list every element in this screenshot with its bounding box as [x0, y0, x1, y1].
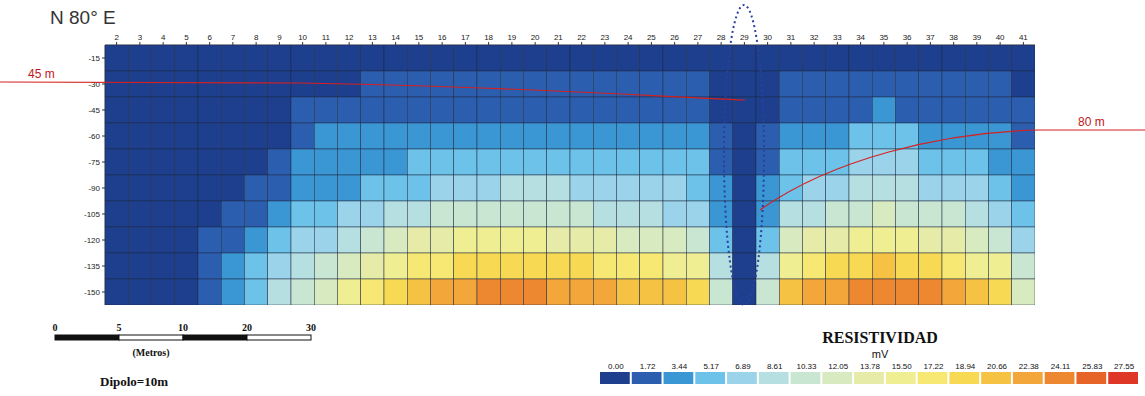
- svg-text:5: 5: [117, 322, 122, 333]
- svg-text:5.17: 5.17: [703, 362, 719, 371]
- svg-text:0: 0: [53, 322, 58, 333]
- svg-text:36: 36: [903, 33, 912, 42]
- svg-text:8: 8: [254, 33, 259, 42]
- svg-text:27: 27: [693, 33, 702, 42]
- svg-text:10: 10: [178, 322, 188, 333]
- svg-text:(Metros): (Metros): [132, 347, 169, 359]
- svg-text:35: 35: [879, 33, 888, 42]
- svg-text:-15: -15: [88, 54, 100, 63]
- svg-text:15: 15: [414, 33, 423, 42]
- svg-text:25.83: 25.83: [1082, 362, 1103, 371]
- svg-text:17.22: 17.22: [924, 362, 945, 371]
- svg-text:27.55: 27.55: [1114, 362, 1135, 371]
- svg-text:3: 3: [138, 33, 143, 42]
- svg-text:45 m: 45 m: [28, 67, 55, 81]
- svg-text:16: 16: [438, 33, 447, 42]
- svg-text:29: 29: [740, 33, 749, 42]
- svg-text:-135: -135: [84, 262, 101, 271]
- svg-text:24.11: 24.11: [1051, 362, 1071, 371]
- svg-text:mV: mV: [872, 348, 889, 360]
- svg-text:18: 18: [484, 33, 493, 42]
- svg-text:-45: -45: [88, 106, 100, 115]
- svg-text:12: 12: [345, 33, 354, 42]
- svg-text:9: 9: [277, 33, 282, 42]
- svg-text:20: 20: [242, 322, 252, 333]
- svg-text:8.61: 8.61: [767, 362, 783, 371]
- svg-text:33: 33: [833, 33, 842, 42]
- svg-text:19: 19: [507, 33, 516, 42]
- svg-text:RESISTIVIDAD: RESISTIVIDAD: [822, 329, 938, 346]
- svg-text:30: 30: [763, 33, 772, 42]
- svg-text:37: 37: [926, 33, 935, 42]
- svg-text:7: 7: [231, 33, 236, 42]
- svg-text:41: 41: [1019, 33, 1028, 42]
- svg-text:13.78: 13.78: [860, 362, 881, 371]
- svg-text:-120: -120: [84, 236, 101, 245]
- svg-text:-75: -75: [88, 158, 100, 167]
- svg-text:11: 11: [322, 33, 331, 42]
- svg-text:12.05: 12.05: [828, 362, 849, 371]
- svg-text:24: 24: [624, 33, 633, 42]
- svg-text:28: 28: [717, 33, 726, 42]
- svg-text:-90: -90: [88, 184, 100, 193]
- svg-text:0.00: 0.00: [608, 362, 624, 371]
- svg-text:30: 30: [306, 322, 316, 333]
- svg-text:-150: -150: [84, 288, 101, 297]
- svg-text:-60: -60: [88, 132, 100, 141]
- svg-text:18.94: 18.94: [955, 362, 976, 371]
- svg-text:14: 14: [391, 33, 400, 42]
- svg-text:32: 32: [810, 33, 819, 42]
- svg-text:Dipolo=10m: Dipolo=10m: [100, 374, 168, 389]
- svg-text:6.89: 6.89: [735, 362, 751, 371]
- svg-text:4: 4: [161, 33, 166, 42]
- svg-text:3.44: 3.44: [672, 362, 688, 371]
- svg-text:6: 6: [207, 33, 212, 42]
- svg-text:17: 17: [461, 33, 470, 42]
- svg-text:31: 31: [786, 33, 795, 42]
- svg-text:22: 22: [577, 33, 586, 42]
- svg-text:80 m: 80 m: [1078, 115, 1105, 129]
- svg-text:21: 21: [554, 33, 563, 42]
- svg-text:10: 10: [298, 33, 307, 42]
- svg-text:5: 5: [184, 33, 189, 42]
- svg-text:N 80° E: N 80° E: [50, 7, 116, 28]
- svg-text:25: 25: [647, 33, 656, 42]
- svg-text:1.72: 1.72: [640, 362, 656, 371]
- svg-text:20: 20: [531, 33, 540, 42]
- svg-text:39: 39: [972, 33, 981, 42]
- svg-text:40: 40: [996, 33, 1005, 42]
- svg-text:2: 2: [114, 33, 119, 42]
- svg-text:15.50: 15.50: [892, 362, 913, 371]
- svg-text:13: 13: [368, 33, 377, 42]
- svg-text:-30: -30: [88, 80, 100, 89]
- svg-text:23: 23: [600, 33, 609, 42]
- svg-text:20.66: 20.66: [987, 362, 1008, 371]
- svg-text:10.33: 10.33: [796, 362, 817, 371]
- svg-text:-105: -105: [84, 210, 101, 219]
- svg-text:22.38: 22.38: [1019, 362, 1040, 371]
- svg-text:26: 26: [670, 33, 679, 42]
- svg-text:38: 38: [949, 33, 958, 42]
- svg-text:34: 34: [856, 33, 865, 42]
